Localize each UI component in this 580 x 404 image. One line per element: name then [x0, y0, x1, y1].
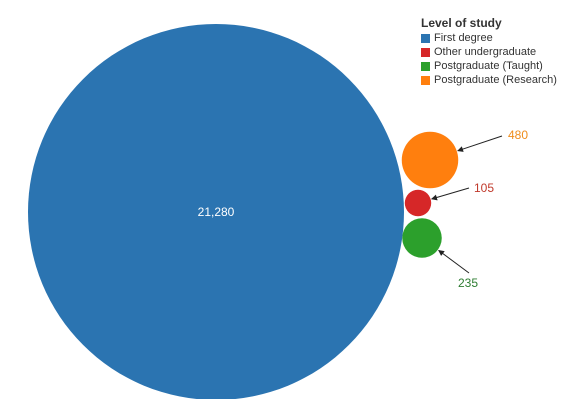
data-label-other-undergraduate: 105 [474, 181, 494, 195]
legend-title: Level of study [421, 16, 502, 30]
bubble-postgraduate-research[interactable] [401, 131, 459, 189]
legend-label-first-degree: First degree [434, 32, 493, 44]
bubble-other-undergraduate[interactable] [404, 189, 432, 217]
callout-arrow-other-undergraduate [431, 187, 470, 201]
legend-item-postgraduate-research[interactable]: Postgraduate (Research) [421, 73, 557, 87]
data-label-first-degree: 21,280 [198, 205, 235, 219]
data-label-postgraduate-taught: 235 [458, 276, 478, 290]
legend-label-postgraduate-research: Postgraduate (Research) [434, 74, 557, 86]
bubble-postgraduate-taught[interactable] [402, 218, 442, 258]
legend-label-postgraduate-taught: Postgraduate (Taught) [434, 60, 543, 72]
callout-arrow-postgraduate-research [457, 135, 503, 152]
legend-item-first-degree[interactable]: First degree [421, 31, 557, 45]
legend-swatch-first-degree [421, 33, 430, 43]
callout-arrow-postgraduate-taught [438, 249, 470, 274]
legend-item-postgraduate-taught[interactable]: Postgraduate (Taught) [421, 59, 557, 73]
data-label-postgraduate-research: 480 [508, 128, 528, 142]
legend-swatch-postgraduate-taught [421, 61, 430, 71]
bubble-first-degree[interactable] [28, 24, 404, 400]
legend-swatch-other-undergraduate [421, 47, 430, 57]
legend-label-other-undergraduate: Other undergraduate [434, 46, 537, 58]
legend: Level of study First degree Other underg… [421, 16, 557, 87]
legend-item-other-undergraduate[interactable]: Other undergraduate [421, 45, 557, 59]
legend-swatch-postgraduate-research [421, 75, 430, 85]
